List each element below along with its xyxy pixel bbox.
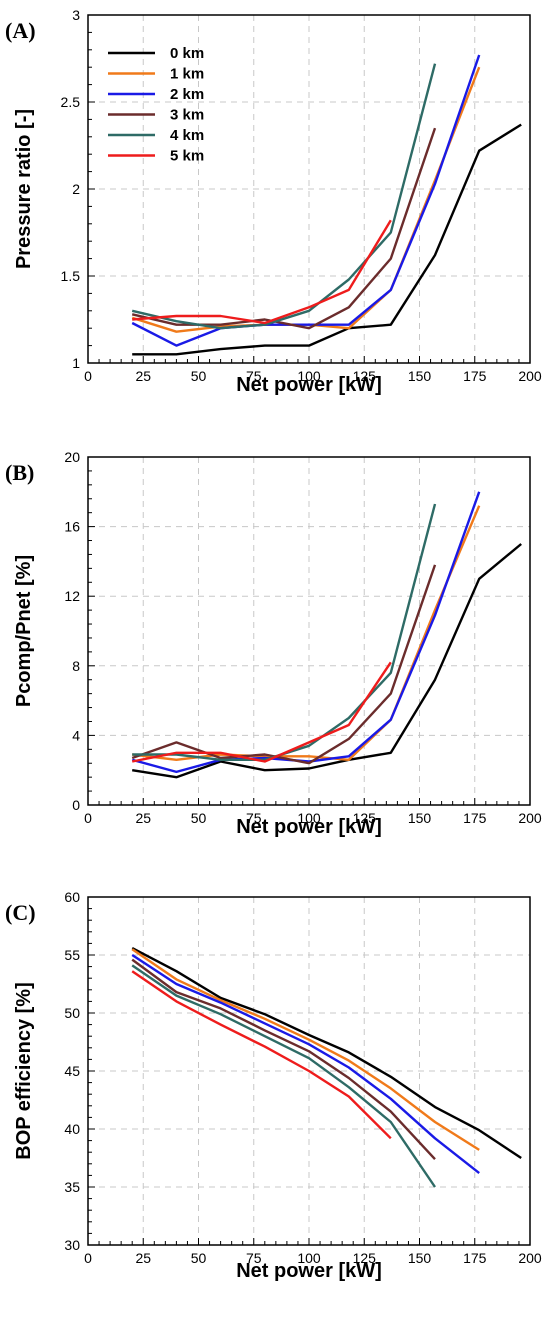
x-tick-label: 0 (84, 1250, 92, 1266)
series-line-1-km (132, 505, 481, 761)
x-axis-label: Net power [kW] (236, 374, 382, 396)
legend-label: 0 km (170, 45, 204, 62)
x-tick-label: 150 (408, 810, 432, 826)
series-line-4-km (131, 964, 436, 1188)
series-line-3-km (131, 127, 437, 330)
x-tick-label: 125 (353, 1250, 377, 1266)
x-tick-label: 100 (297, 1250, 321, 1266)
series-line-0-km (132, 543, 522, 779)
y-tick-label: 16 (64, 519, 80, 535)
y-tick-label: 12 (64, 588, 80, 604)
y-tick-label: 3 (72, 7, 80, 23)
y-tick-label: 1.5 (61, 268, 81, 284)
x-tick-label: 200 (518, 810, 542, 826)
plot-frame (87, 896, 531, 1246)
panel-label: (B) (5, 460, 34, 485)
legend-label: 3 km (170, 107, 204, 124)
x-tick-label: 50 (191, 368, 207, 384)
legend-label: 2 km (170, 86, 204, 103)
x-tick-label: 50 (191, 810, 207, 826)
series-line-0-km (131, 946, 522, 1160)
y-axis-label: Pressure ratio [-] (13, 109, 35, 269)
x-tick-label: 75 (246, 1250, 262, 1266)
legend-label: 4 km (170, 127, 204, 144)
x-tick-label: 25 (135, 1250, 151, 1266)
y-tick-label: 1 (72, 355, 80, 371)
x-tick-label: 175 (463, 1250, 487, 1266)
x-tick-label: 175 (463, 368, 487, 384)
legend-label: 5 km (170, 148, 204, 165)
y-tick-label: 2.5 (61, 94, 81, 110)
x-axis-label: Net power [kW] (236, 816, 382, 838)
x-tick-label: 125 (353, 810, 377, 826)
plot-frame (87, 456, 531, 806)
y-tick-label: 8 (72, 658, 80, 674)
x-tick-label: 200 (518, 368, 542, 384)
series-line-2-km (131, 491, 481, 774)
y-tick-label: 50 (64, 1005, 80, 1021)
x-tick-label: 175 (463, 810, 487, 826)
series-line-5-km (132, 219, 392, 325)
y-axis-label: BOP efficiency [%] (13, 982, 35, 1159)
y-tick-label: 35 (64, 1179, 80, 1195)
y-tick-label: 40 (64, 1121, 80, 1137)
x-axis-label: Net power [kW] (236, 1260, 382, 1282)
series-line-2-km (131, 54, 481, 347)
series-line-1-km (131, 948, 480, 1151)
y-tick-label: 30 (64, 1237, 80, 1253)
series-line-5-km (131, 970, 392, 1140)
y-axis-label: Pcomp/Pnet [%] (13, 555, 35, 707)
y-tick-label: 20 (64, 449, 80, 465)
x-tick-label: 0 (84, 368, 92, 384)
series-line-4-km (131, 63, 437, 330)
x-tick-label: 100 (297, 810, 321, 826)
x-tick-label: 125 (353, 368, 377, 384)
x-tick-label: 50 (191, 1250, 207, 1266)
x-tick-label: 25 (135, 368, 151, 384)
panel-label: (C) (5, 900, 36, 925)
y-tick-label: 45 (64, 1063, 80, 1079)
y-tick-label: 60 (64, 889, 80, 905)
chart-panel-c: 0 25 50 75 100 125 150 175 200 30 35 40 45 50 55 60 Net … (5, 889, 542, 1282)
x-tick-label: 100 (297, 368, 321, 384)
panel-label: (A) (5, 18, 36, 43)
x-tick-label: 75 (246, 368, 262, 384)
series-line-3-km (131, 958, 436, 1161)
y-tick-label: 4 (72, 727, 80, 743)
legend-label: 1 km (170, 66, 204, 83)
x-tick-label: 75 (246, 810, 262, 826)
x-tick-label: 0 (84, 810, 92, 826)
y-tick-label: 2 (72, 181, 80, 197)
series-line-5-km (131, 661, 392, 763)
series-line-2-km (131, 953, 480, 1175)
legend: 0 km 1 km 2 km 3 km 4 km 5 km (108, 45, 204, 165)
series-line-0-km (132, 123, 522, 356)
y-tick-label: 0 (72, 797, 80, 813)
y-tick-label: 55 (64, 947, 80, 963)
x-tick-label: 25 (135, 810, 151, 826)
x-tick-label: 150 (408, 368, 432, 384)
chart-panel-b: 0 25 50 75 100 125 150 175 200 0 4 8 12 16 20 Net power… (5, 449, 542, 838)
series-line-3-km (131, 564, 437, 765)
x-tick-label: 200 (518, 1250, 542, 1266)
chart-panel-a: 0 25 50 75 100 125 150 175 200 1 1.5 2 2.5 3 Net power… (5, 7, 542, 396)
plot-frame (87, 14, 531, 364)
x-tick-label: 150 (408, 1250, 432, 1266)
